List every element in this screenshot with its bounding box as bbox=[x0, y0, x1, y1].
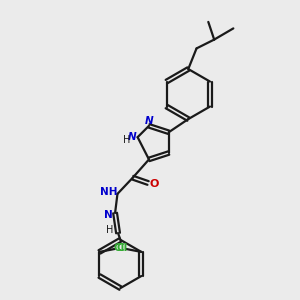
Text: O: O bbox=[149, 179, 159, 190]
Text: H: H bbox=[106, 224, 113, 235]
Text: N: N bbox=[145, 116, 154, 126]
Text: H: H bbox=[123, 135, 130, 145]
Text: Cl: Cl bbox=[116, 243, 128, 254]
Text: N: N bbox=[104, 209, 113, 220]
Text: Cl: Cl bbox=[113, 243, 124, 254]
Text: NH: NH bbox=[100, 188, 117, 197]
Text: N: N bbox=[128, 132, 136, 142]
